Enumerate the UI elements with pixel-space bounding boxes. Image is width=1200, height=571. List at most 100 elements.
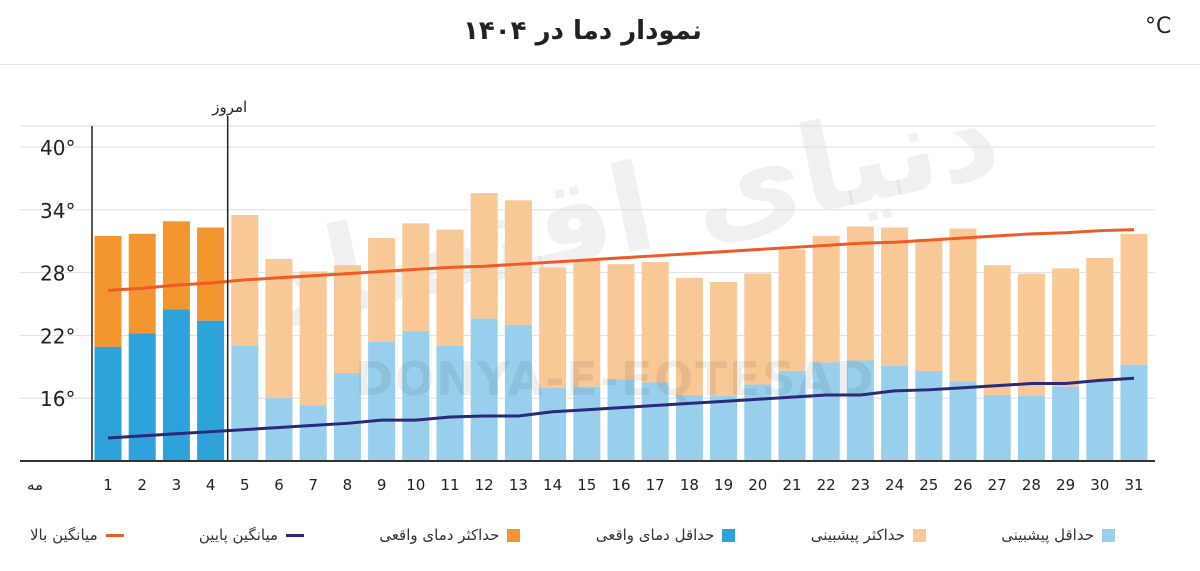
- forecast-max-bar: [333, 265, 361, 374]
- x-tick-label: 7: [308, 476, 318, 494]
- x-tick-label: 23: [851, 476, 870, 494]
- legend-label: حداقل پیشبینی: [1001, 526, 1094, 544]
- x-tick-label: 14: [543, 476, 562, 494]
- forecast-min-bar: [504, 324, 532, 461]
- legend-label: میانگین بالا: [30, 526, 98, 544]
- x-tick-label: 13: [509, 476, 528, 494]
- today-label: امروز: [211, 98, 247, 116]
- forecast-min-bar: [436, 345, 464, 461]
- unit-label: °C: [1145, 14, 1172, 39]
- legend-item: میانگین بالا: [30, 526, 124, 544]
- actual-max-bar: [162, 221, 190, 310]
- forecast-max-bar: [812, 235, 840, 363]
- x-tick-label: 26: [953, 476, 972, 494]
- legend-line-swatch: [105, 533, 124, 537]
- forecast-min-bar: [539, 387, 567, 461]
- forecast-max-bar: [573, 260, 601, 387]
- legend-color-swatch: [912, 528, 926, 542]
- x-tick-label: 28: [1022, 476, 1041, 494]
- actual-min-bar: [128, 333, 156, 461]
- forecast-min-bar: [231, 345, 259, 461]
- legend-item: حداکثر دمای واقعی: [379, 526, 521, 544]
- actual-max-bar: [197, 227, 225, 321]
- forecast-max-bar: [402, 223, 430, 332]
- forecast-max-bar: [1052, 268, 1080, 387]
- forecast-min-bar: [949, 381, 977, 461]
- x-tick-label: 30: [1090, 476, 1109, 494]
- y-tick-label: 16°: [40, 387, 75, 411]
- forecast-max-bar: [949, 228, 977, 382]
- legend-item: حداقل پیشبینی: [1001, 526, 1115, 544]
- forecast-min-bar: [333, 373, 361, 461]
- x-tick-label: 22: [817, 476, 836, 494]
- forecast-max-bar: [436, 229, 464, 346]
- forecast-max-bar: [846, 226, 874, 361]
- actual-min-bar: [197, 320, 225, 461]
- legend-label: میانگین پایین: [198, 526, 279, 544]
- forecast-min-bar: [470, 318, 498, 461]
- legend-item: حداکثر پیشبینی: [811, 526, 926, 544]
- forecast-min-bar: [299, 405, 327, 461]
- forecast-max-bar: [710, 281, 738, 397]
- legend-color-swatch: [722, 528, 736, 542]
- x-tick-label: 6: [274, 476, 284, 494]
- forecast-min-bar: [402, 331, 430, 461]
- x-tick-label: 21: [782, 476, 801, 494]
- actual-max-bar: [128, 233, 156, 334]
- forecast-min-bar: [675, 395, 703, 461]
- avg-low-line: [107, 376, 1135, 440]
- y-tick-label: 40°: [40, 136, 75, 160]
- legend-label: حداکثر پیشبینی: [810, 526, 905, 544]
- forecast-max-bar: [675, 277, 703, 396]
- forecast-min-bar: [265, 398, 293, 461]
- actual-max-bar: [94, 235, 122, 347]
- legend-color-swatch: [507, 528, 521, 542]
- legend-item: حداقل دمای واقعی: [596, 526, 736, 544]
- x-tick-label: 19: [714, 476, 733, 494]
- x-tick-label: 10: [406, 476, 425, 494]
- y-tick-label: 34°: [40, 199, 75, 223]
- forecast-max-bar: [265, 258, 293, 399]
- legend-label: حداقل دمای واقعی: [595, 526, 715, 544]
- temperature-chart: دنیای اقتصاد16°22°28°34°40°DONYA-E-EQTES…: [20, 65, 1155, 494]
- avg-high-line: [107, 228, 1135, 292]
- actual-min-bar: [94, 346, 122, 461]
- forecast-min-bar: [607, 379, 635, 461]
- x-tick-label: 18: [680, 476, 699, 494]
- forecast-min-bar: [1086, 381, 1114, 461]
- forecast-min-bar: [983, 395, 1011, 461]
- actual-min-bar: [162, 309, 190, 461]
- forecast-max-bar: [1086, 257, 1114, 382]
- x-tick-label: 29: [1056, 476, 1075, 494]
- forecast-max-bar: [539, 267, 567, 388]
- x-tick-label: 9: [377, 476, 387, 494]
- forecast-min-bar: [1120, 364, 1148, 461]
- x-tick-label: 31: [1124, 476, 1143, 494]
- forecast-max-bar: [881, 227, 909, 366]
- forecast-max-bar: [299, 271, 327, 406]
- forecast-max-bar: [1120, 233, 1148, 365]
- x-tick-label: 4: [206, 476, 216, 494]
- forecast-max-bar: [744, 273, 772, 385]
- forecast-max-bar: [641, 262, 669, 383]
- y-tick-label: 28°: [40, 262, 75, 286]
- forecast-min-bar: [915, 370, 943, 461]
- x-tick-label: 3: [172, 476, 182, 494]
- x-tick-label: 24: [885, 476, 904, 494]
- forecast-min-bar: [368, 341, 396, 461]
- forecast-min-bar: [1017, 396, 1045, 461]
- x-tick-label: 12: [475, 476, 494, 494]
- legend-label: حداکثر دمای واقعی: [379, 526, 500, 544]
- chart-legend: حداقل پیشبینی حداکثر پیشبینی حداقل دمای وا…: [30, 520, 1115, 550]
- x-tick-label: 1: [103, 476, 113, 494]
- legend-item: میانگین پایین: [198, 526, 305, 544]
- x-tick-label: 25: [919, 476, 938, 494]
- x-tick-label: 17: [646, 476, 665, 494]
- forecast-max-bar: [778, 249, 806, 371]
- forecast-min-bar: [641, 382, 669, 461]
- x-tick-label: 2: [137, 476, 147, 494]
- forecast-min-bar: [573, 386, 601, 461]
- forecast-max-bar: [1017, 273, 1045, 397]
- x-tick-label: 5: [240, 476, 250, 494]
- x-tick-label: 15: [577, 476, 596, 494]
